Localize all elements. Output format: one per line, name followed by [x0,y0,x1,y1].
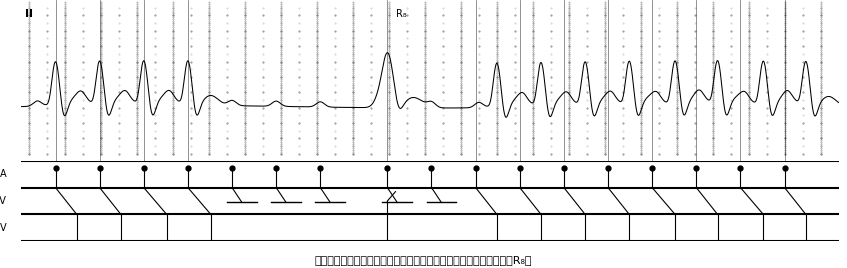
Text: A-V: A-V [0,196,7,206]
Text: 自律性增高型房性心动过速伴二度房室传导阻滞，房室交接性逸搏（R₈）: 自律性增高型房性心动过速伴二度房室传导阻滞，房室交接性逸搏（R₈） [315,255,532,265]
Text: V: V [0,223,7,233]
Text: II: II [25,9,33,19]
Text: R₈: R₈ [396,9,407,19]
Text: A: A [0,169,7,179]
